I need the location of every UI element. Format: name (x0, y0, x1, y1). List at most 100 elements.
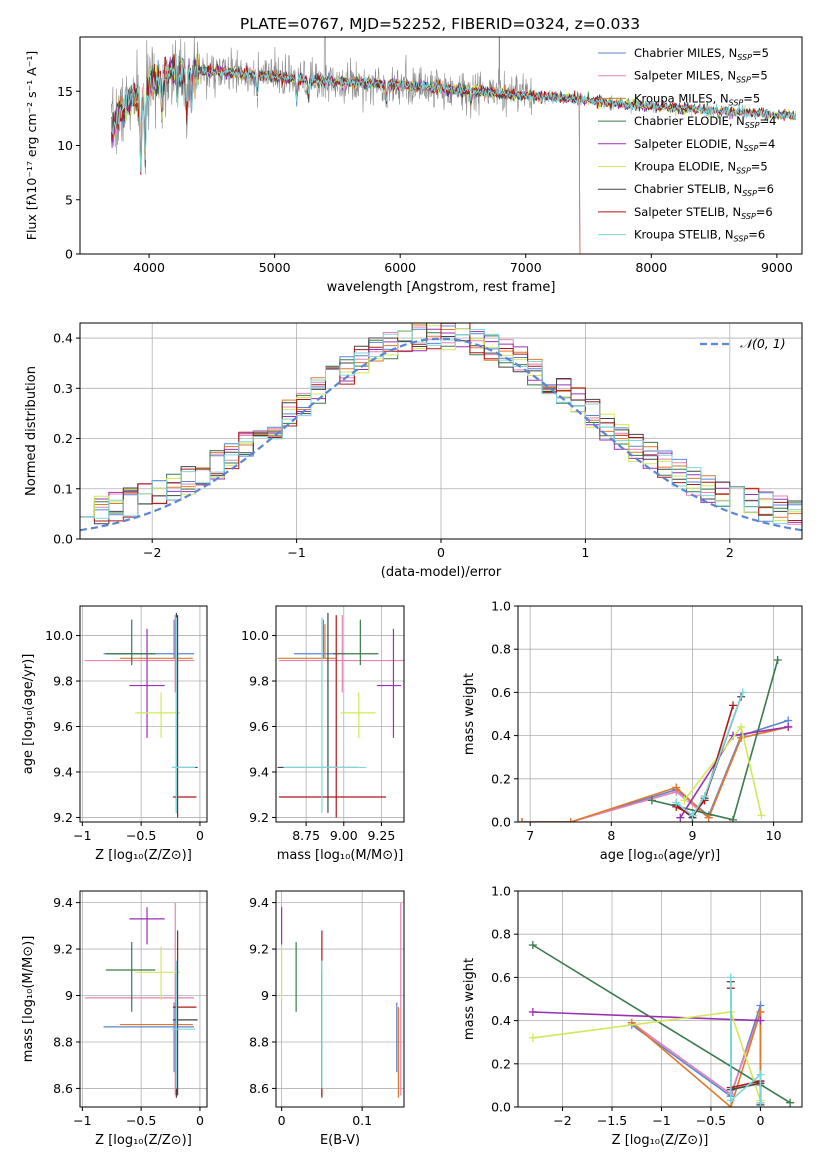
mass-weight-marker (672, 798, 681, 807)
y-tick-label: 9 (261, 988, 269, 1003)
axes-frame (517, 605, 803, 823)
mass-weight-marker (756, 1016, 765, 1025)
axes: −1 −0.5 0 9.2 9.4 9.6 9.8 10.0 Z [log₁₀(Z/Z⊙)] ag… (21, 605, 208, 863)
axes: −2 −1.5 −1 −0.5 0 0.0 0.2 0.4 0.6 0.8 1.0 Z [log₁₀(… (462, 884, 803, 1148)
mass-weight-line (675, 692, 744, 817)
legend-label-text: Kroupa STELIB, N (634, 228, 734, 242)
x-tick-label: 0 (278, 1113, 286, 1128)
y-axis-label: Flux [fλ10⁻¹⁷ erg cm⁻² s⁻¹ A⁻¹] (24, 51, 39, 240)
mass-weight-marker (737, 722, 746, 731)
y-tick-label: 1.0 (491, 884, 511, 899)
y-tick-label: 0.2 (491, 1056, 511, 1071)
plot-content (277, 612, 404, 818)
mass-weight-marker (680, 796, 689, 805)
legend-label-text: Chabrier ELODIE, N (634, 114, 745, 128)
y-tick-label: 9.4 (249, 764, 269, 779)
legend-label-n: =4 (760, 114, 777, 128)
panel-residuals: −2 −1 0 1 2 0.0 0.1 0.2 0.3 0.4 (data-model)/error… (24, 322, 803, 580)
legend-label-n: =6 (756, 205, 773, 219)
legend-label: Chabrier MILES, NSSP=5 (634, 46, 769, 62)
y-tick-label: 9.8 (53, 674, 73, 689)
x-tick-label: −1 (652, 1113, 670, 1128)
x-tick-label: 8 (607, 828, 615, 843)
x-tick-label: 9000 (761, 260, 793, 275)
mass-weight-marker (773, 656, 782, 664)
y-tick-label: 0 (65, 247, 73, 262)
y-tick-label: 0.4 (53, 331, 73, 346)
legend-label-text: Chabrier STELIB, N (634, 182, 742, 196)
y-tick-label: 0.2 (491, 771, 511, 786)
mass-weight-marker (726, 1096, 735, 1105)
axes: −1 −0.5 0 8.6 8.8 9 9.2 9.4 Z [log₁₀(Z/Z⊙)] mass … (21, 890, 208, 1148)
x-axis-label: Z [log₁₀(Z/Z⊙)] (612, 1133, 709, 1148)
x-tick-label: −1 (73, 1113, 91, 1128)
axes: 7 8 9 10 0.0 0.2 0.4 0.6 0.8 1.0 age [log₁₀(age/yr… (462, 599, 803, 863)
panel-mass-vs-Z: −1 −0.5 0 8.6 8.8 9 9.2 9.4 Z [log₁₀(Z/Z⊙)] mass … (21, 890, 208, 1148)
y-axis-label: mass weight (462, 673, 477, 755)
plot-area (80, 606, 207, 822)
legend-label-sub: SSP (736, 76, 751, 85)
x-tick-label: 4000 (133, 260, 165, 275)
mass-weight-line (675, 705, 734, 817)
x-axis-label: mass [log₁₀(M/M⊙)] (277, 848, 404, 863)
y-tick-label: 15 (57, 84, 73, 99)
y-tick-label: 0.2 (53, 431, 73, 446)
legend-label-n: =5 (743, 91, 760, 105)
y-tick-label: 9.2 (249, 810, 269, 825)
x-tick-label: 0 (196, 828, 204, 843)
y-tick-label: 9.4 (249, 895, 269, 910)
x-axis-label: age [log₁₀(age/yr)] (600, 848, 721, 863)
plot-area (518, 605, 802, 823)
axes-frame (275, 605, 405, 823)
y-tick-label: 8.6 (53, 1081, 73, 1096)
x-axis-label: E(B-V) (320, 1133, 360, 1148)
mass-weight-marker (756, 1007, 765, 1016)
mass-weight-line (532, 1011, 761, 1022)
mass-weight-line (532, 1011, 762, 1101)
mass-weight-marker (729, 701, 738, 710)
mass-weight-marker (676, 813, 685, 822)
y-tick-label: 0.8 (491, 642, 511, 657)
y-tick-label: 0.4 (491, 1013, 511, 1028)
legend-label-n: =6 (748, 228, 765, 242)
x-tick-label: 5000 (259, 260, 291, 275)
x-axis-label: wavelength [Angstrom, rest frame] (327, 280, 556, 295)
model-spectrum-line (111, 53, 796, 173)
plot-content (528, 941, 795, 1107)
x-tick-label: −0.5 (696, 1113, 726, 1128)
y-tick-label: 0.3 (53, 381, 73, 396)
residual-histogram (80, 323, 802, 522)
y-tick-label: 9 (65, 988, 73, 1003)
y-tick-label: 9.4 (53, 895, 73, 910)
plot-content (111, 37, 796, 254)
y-axis-label: age [log₁₀(age/yr)] (21, 654, 36, 775)
plot-content (281, 902, 402, 1098)
panel-spectrum: 4000 5000 6000 7000 8000 9000 0 5 10 15 wavelength… (24, 36, 803, 295)
x-axis-label: (data-model)/error (381, 565, 502, 580)
mass-weight-marker (738, 688, 747, 697)
mass-weight-marker (566, 818, 575, 822)
mass-weight-marker (528, 941, 537, 949)
mass-weight-marker (704, 813, 713, 822)
axes: 0 0.1 8.6 8.8 9 9.2 9.4 E(B-V) (249, 890, 405, 1148)
mass-weight-line (522, 726, 789, 822)
plot-area (276, 606, 404, 822)
plot-area (80, 323, 802, 540)
legend-label-n: =5 (751, 69, 768, 83)
y-tick-label: 0.6 (491, 970, 511, 985)
x-tick-label: −2 (143, 545, 161, 560)
y-tick-label: 9.2 (53, 810, 73, 825)
plot-content (84, 612, 198, 818)
x-tick-label: 6000 (384, 260, 416, 275)
legend-label-sub: SSP (742, 189, 757, 198)
x-tick-label: −1 (73, 828, 91, 843)
legend-label-text: Salpeter MILES, N (634, 69, 736, 83)
legend-label: Chabrier STELIB, NSSP=6 (634, 182, 774, 198)
x-tick-label: −0.5 (126, 828, 156, 843)
y-tick-label: 1.0 (491, 599, 511, 614)
legend-label: Salpeter ELODIE, NSSP=4 (634, 137, 775, 153)
mass-weight-line (631, 1011, 762, 1096)
y-tick-label: 0.4 (491, 728, 511, 743)
legend-label-text: Chabrier MILES, N (634, 46, 737, 60)
y-tick-label: 9.8 (249, 674, 269, 689)
